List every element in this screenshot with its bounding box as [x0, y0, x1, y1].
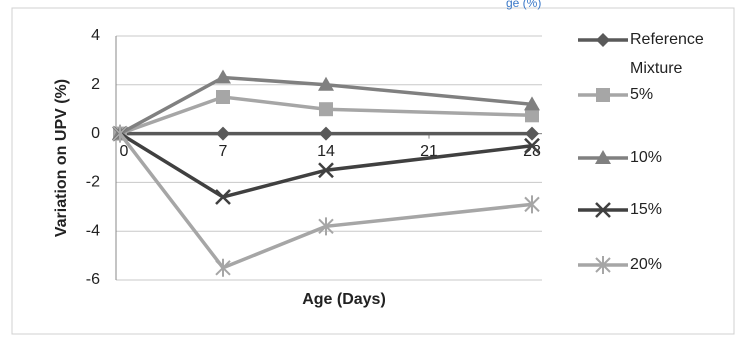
y-axis-title: Variation on UPV (%) — [53, 79, 70, 237]
legend-label: 10% — [630, 149, 663, 166]
series-line — [119, 95, 533, 136]
marker — [112, 124, 128, 143]
x-tick-label: 0 — [120, 143, 129, 160]
marker — [524, 96, 540, 111]
legend-label: 20% — [630, 256, 663, 273]
marker — [215, 69, 231, 84]
series-line — [119, 75, 533, 136]
y-tick-label: -6 — [86, 271, 100, 288]
marker — [215, 189, 231, 205]
series-line — [118, 132, 533, 270]
y-tick-label: -4 — [86, 222, 100, 239]
header-fragment: ge (%) — [506, 0, 542, 10]
marker — [525, 126, 539, 141]
marker — [524, 195, 540, 214]
x-axis-title: Age (Days) — [302, 291, 386, 308]
legend-marker — [596, 88, 610, 102]
marker — [319, 126, 333, 141]
marker — [319, 102, 333, 117]
marker — [215, 258, 231, 277]
marker — [524, 137, 540, 154]
marker — [318, 76, 334, 91]
series-line — [119, 132, 533, 199]
x-tick-label: 7 — [219, 143, 228, 160]
marker — [318, 217, 334, 236]
x-tick-label: 21 — [420, 143, 438, 160]
y-tick-label: 4 — [91, 27, 100, 44]
legend-marker — [595, 202, 611, 218]
legend-marker — [595, 256, 611, 274]
marker — [216, 126, 230, 141]
y-tick-label: -2 — [86, 174, 100, 191]
chart-frame — [11, 7, 735, 335]
y-tick-label: 0 — [91, 125, 100, 142]
legend-marker — [595, 150, 611, 164]
marker — [525, 108, 539, 123]
x-tick-label: 14 — [317, 143, 335, 160]
marker — [216, 90, 230, 104]
legend-label: 15% — [630, 201, 663, 218]
legend-label: 5% — [630, 86, 654, 103]
marker — [318, 162, 334, 179]
legend-label: Reference Mixture — [630, 31, 704, 77]
y-tick-label: 2 — [91, 76, 100, 93]
legend-marker — [596, 33, 610, 47]
